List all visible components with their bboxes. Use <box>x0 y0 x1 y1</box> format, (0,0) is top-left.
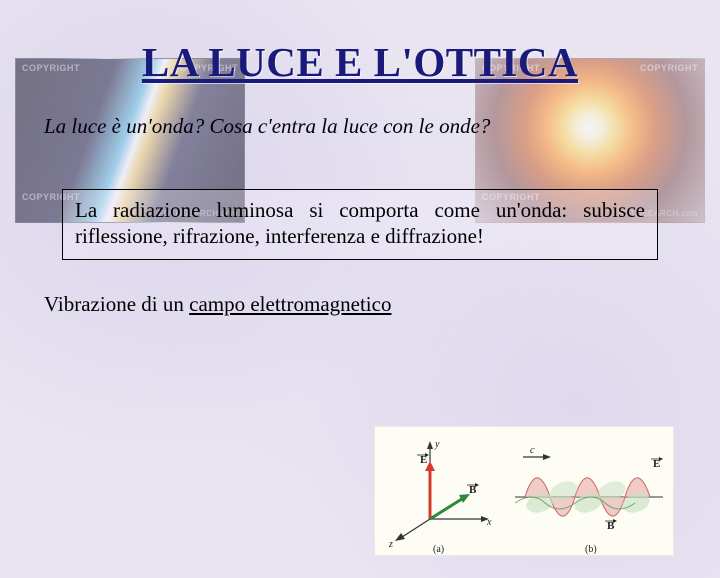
diagram-panel-b: c E B (b) <box>514 445 663 555</box>
em-field-line: Vibrazione di un campo elettromagnetico <box>44 292 680 317</box>
svg-text:y: y <box>434 439 440 450</box>
em-field-underlined: campo elettromagnetico <box>189 292 391 316</box>
definition-box: La radiazione luminosa si comporta come … <box>62 189 658 260</box>
svg-text:z: z <box>388 539 393 550</box>
page-title: LA LUCE E L'OTTICA <box>40 38 680 86</box>
svg-text:c: c <box>530 445 535 456</box>
diagram-panel-a: y x z E B (a) <box>388 439 492 555</box>
subtitle-question: La luce è un'onda? Cosa c'entra la luce … <box>44 114 680 139</box>
em-wave-diagram: y x z E B (a) c <box>374 426 674 556</box>
svg-text:x: x <box>486 517 492 528</box>
slide-content: LA LUCE E L'OTTICA La luce è un'onda? Co… <box>0 38 720 317</box>
svg-text:(b): (b) <box>585 544 597 555</box>
svg-text:(a): (a) <box>433 544 444 555</box>
definition-box-wrap: La radiazione luminosa si comporta come … <box>40 189 680 260</box>
em-field-prefix: Vibrazione di un <box>44 292 189 316</box>
